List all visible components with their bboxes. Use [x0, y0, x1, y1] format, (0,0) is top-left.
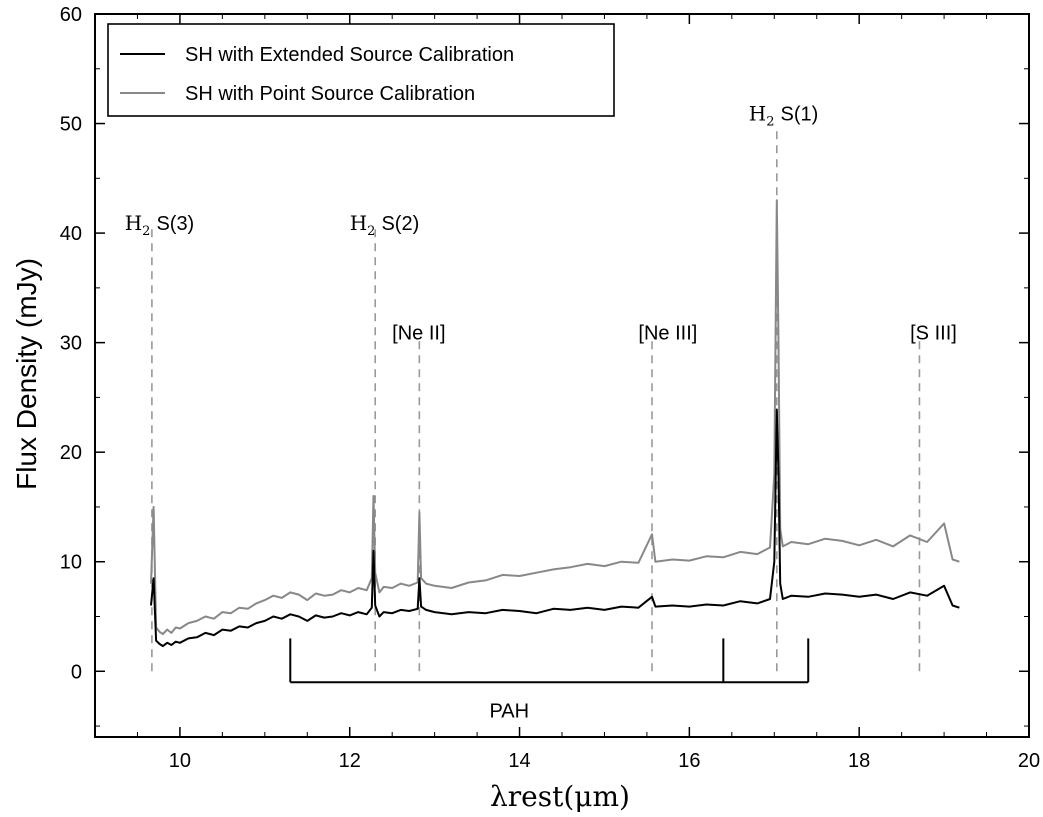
- spectral-line-markers: H2 S(3) H2 S(2) [Ne II] [Ne III] H2 S(1) [S III]: [125, 101, 957, 672]
- y-tick-label: 50: [60, 114, 82, 136]
- x-tick-label: 14: [508, 750, 530, 772]
- y-tick-label: 30: [60, 333, 82, 355]
- y-tick-label: 20: [60, 442, 82, 464]
- legend-box: [107, 23, 615, 117]
- pah-feature-bracket: PAH: [289, 638, 810, 722]
- line-marker-label: H2 S(3): [125, 211, 195, 239]
- pah-label: PAH: [489, 700, 529, 722]
- line-marker-label: H2 S(1): [749, 101, 819, 129]
- axis-ticks: 10 12 14 16 18 20 0 10 20 30 40 50 60: [60, 4, 1040, 772]
- spectral-series: [150, 199, 960, 648]
- x-tick-label: 10: [169, 750, 191, 772]
- y-tick-label: 60: [60, 4, 82, 26]
- x-tick-label: 18: [848, 750, 870, 772]
- y-tick-label: 0: [71, 661, 82, 683]
- series-extended-source: [150, 408, 960, 648]
- line-marker-label: H2 S(2): [350, 211, 420, 239]
- x-axis-label: λrest(μm): [490, 780, 630, 813]
- x-tick-label: 12: [339, 750, 361, 772]
- y-tick-label: 10: [60, 552, 82, 574]
- line-marker-label: [Ne III]: [638, 322, 697, 344]
- line-marker-label: [S III]: [910, 322, 957, 344]
- series-point-source: [150, 199, 960, 635]
- x-tick-label: 20: [1018, 750, 1040, 772]
- legend-label-extended: SH with Extended Source Calibration: [185, 44, 514, 66]
- legend-label-point: SH with Point Source Calibration: [185, 83, 475, 105]
- x-tick-label: 16: [678, 750, 700, 772]
- legend: SH with Extended Source Calibration SH w…: [107, 23, 615, 117]
- line-marker-label: [Ne II]: [392, 322, 445, 344]
- y-axis-label: Flux Density (mJy): [11, 258, 42, 490]
- y-tick-label: 40: [60, 223, 82, 245]
